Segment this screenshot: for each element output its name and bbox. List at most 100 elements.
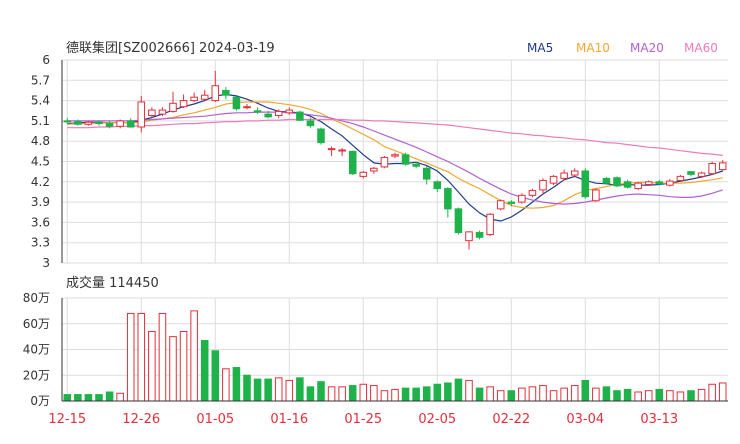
volume-bar	[613, 390, 621, 402]
volume-bar	[708, 383, 716, 402]
volume-bar	[528, 386, 537, 402]
price-tick-label: 5.7	[31, 73, 50, 87]
axes: 6 5.7 5.4 5.1 4.8 4.5 4.2 3.9 3.6 3.3 3 80万 60万 40万 20…	[23, 53, 728, 427]
candle-body	[697, 172, 706, 177]
price-tick-label: 3.6	[31, 215, 50, 229]
candle-body	[634, 182, 642, 190]
volume-bar	[687, 390, 695, 402]
volume-bar	[74, 394, 82, 402]
date-tick-label: 02-05	[418, 412, 456, 427]
candle-body	[190, 96, 198, 102]
candle-body	[306, 120, 315, 127]
date-tick-label: 03-13	[640, 412, 678, 427]
volume-bar	[697, 388, 706, 402]
volume-bar	[264, 378, 272, 402]
volume-tick-label: 0万	[30, 394, 50, 408]
volume-bar	[666, 390, 674, 402]
candle-body	[613, 177, 621, 187]
candle-body	[560, 172, 568, 179]
candle-body	[718, 162, 727, 171]
volume-bar	[549, 390, 558, 402]
volume-bar	[317, 381, 325, 402]
candle-body	[581, 170, 590, 198]
volume-bar	[148, 330, 156, 402]
candle-body	[549, 175, 558, 184]
volume-bar	[348, 385, 357, 402]
volume-bar	[200, 339, 209, 402]
volume-bar	[718, 382, 727, 402]
date-tick-label: 03-04	[566, 412, 604, 427]
volume-bar	[370, 385, 378, 402]
volume-bar	[243, 374, 251, 402]
volume-bar	[518, 387, 526, 402]
volume-bar	[507, 390, 516, 402]
volume-bar	[560, 387, 568, 402]
candle-body	[200, 94, 209, 100]
price-tick-label: 5.4	[31, 94, 50, 108]
volume-bar	[412, 387, 420, 402]
volume-bar	[602, 386, 611, 402]
candle-body	[454, 208, 463, 234]
volume-bar	[380, 390, 389, 402]
ma-line-ma20	[67, 111, 723, 205]
candle-body	[243, 106, 251, 109]
ma-line-ma60	[67, 118, 723, 156]
volume-bar	[433, 383, 442, 402]
volume-tick-label: 80万	[23, 291, 50, 305]
candle-body	[666, 180, 674, 186]
volume-bar	[126, 312, 135, 402]
candle-body	[602, 177, 611, 184]
candle-body	[95, 121, 103, 125]
volume-bar	[454, 378, 463, 402]
candle-body	[412, 163, 420, 167]
volume-tick-label: 60万	[23, 317, 50, 331]
candle-body	[401, 154, 410, 165]
candle-body	[676, 175, 685, 181]
candle-body	[644, 181, 653, 186]
price-tick-label: 6	[42, 53, 50, 67]
volume-bar	[211, 350, 220, 402]
candle-body	[475, 232, 484, 238]
candle-body	[327, 148, 336, 151]
volume-bar	[137, 312, 146, 402]
candle-body	[348, 150, 357, 175]
candle-body	[253, 110, 262, 113]
volume-bar	[570, 385, 579, 402]
volume-bar	[444, 382, 452, 402]
volume-bar	[179, 330, 188, 402]
candle-body	[264, 113, 272, 118]
candle-body	[444, 188, 452, 210]
volume-bar	[253, 378, 262, 402]
volume-bar	[475, 387, 484, 402]
candle-body	[687, 171, 695, 175]
volume-bar	[623, 388, 632, 402]
candle-body	[84, 121, 93, 125]
candle-body	[391, 154, 399, 157]
candle-body	[232, 96, 241, 110]
candle-body	[63, 120, 72, 123]
price-tick-label: 3.9	[31, 195, 50, 209]
volume-bar	[306, 386, 315, 402]
volume-bar	[95, 394, 103, 402]
candle-body	[211, 85, 220, 102]
candle-body	[126, 120, 135, 128]
volume-bar	[116, 392, 124, 402]
volume-bar	[496, 390, 505, 402]
volume-tick-label: 40万	[23, 343, 50, 357]
volume-bar	[644, 390, 653, 402]
price-tick-label: 3	[42, 256, 50, 270]
candle-body	[528, 190, 537, 196]
volume-bar	[274, 377, 283, 402]
price-tick-label: 4.2	[31, 175, 50, 189]
volume-bar	[169, 336, 177, 402]
volume-bar	[105, 391, 114, 402]
price-tick-label: 5.1	[31, 114, 50, 128]
date-tick-label: 02-22	[492, 412, 530, 427]
candle-body	[179, 100, 188, 108]
candle-body	[465, 231, 473, 242]
candle-body	[655, 181, 664, 185]
volume-tick-label: 20万	[23, 368, 50, 382]
chart-title: 德联集团[SZ002666] 2024-03-19	[66, 40, 275, 56]
volume-bar	[63, 394, 72, 402]
